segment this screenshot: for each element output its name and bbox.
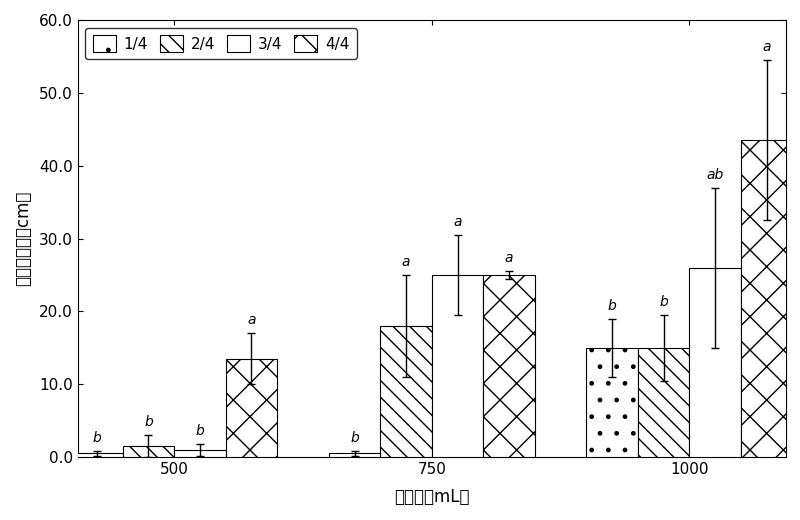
Text: b: b [608,299,617,313]
Bar [638,348,690,457]
Text: ab: ab [706,167,724,181]
Text: a: a [247,314,256,328]
X-axis label: 灒水量（mL）: 灒水量（mL） [394,488,470,506]
Text: a: a [402,255,410,269]
Bar [741,140,793,457]
Y-axis label: 新梢生长量（cm）: 新梢生长量（cm） [14,191,32,286]
Legend: 1/4, 2/4, 3/4, 4/4: 1/4, 2/4, 3/4, 4/4 [86,28,357,59]
Text: b: b [659,295,668,309]
Text: a: a [505,252,514,266]
Text: b: b [350,432,359,446]
Text: a: a [454,215,462,229]
Bar [174,450,226,457]
Text: a: a [762,40,771,54]
Bar [483,275,535,457]
Bar [226,359,278,457]
Bar [329,453,380,457]
Bar [432,275,483,457]
Text: b: b [93,432,102,446]
Bar [586,348,638,457]
Bar [690,268,741,457]
Text: b: b [144,415,153,430]
Bar [71,453,122,457]
Bar [122,446,174,457]
Text: b: b [195,424,204,438]
Bar [380,326,432,457]
